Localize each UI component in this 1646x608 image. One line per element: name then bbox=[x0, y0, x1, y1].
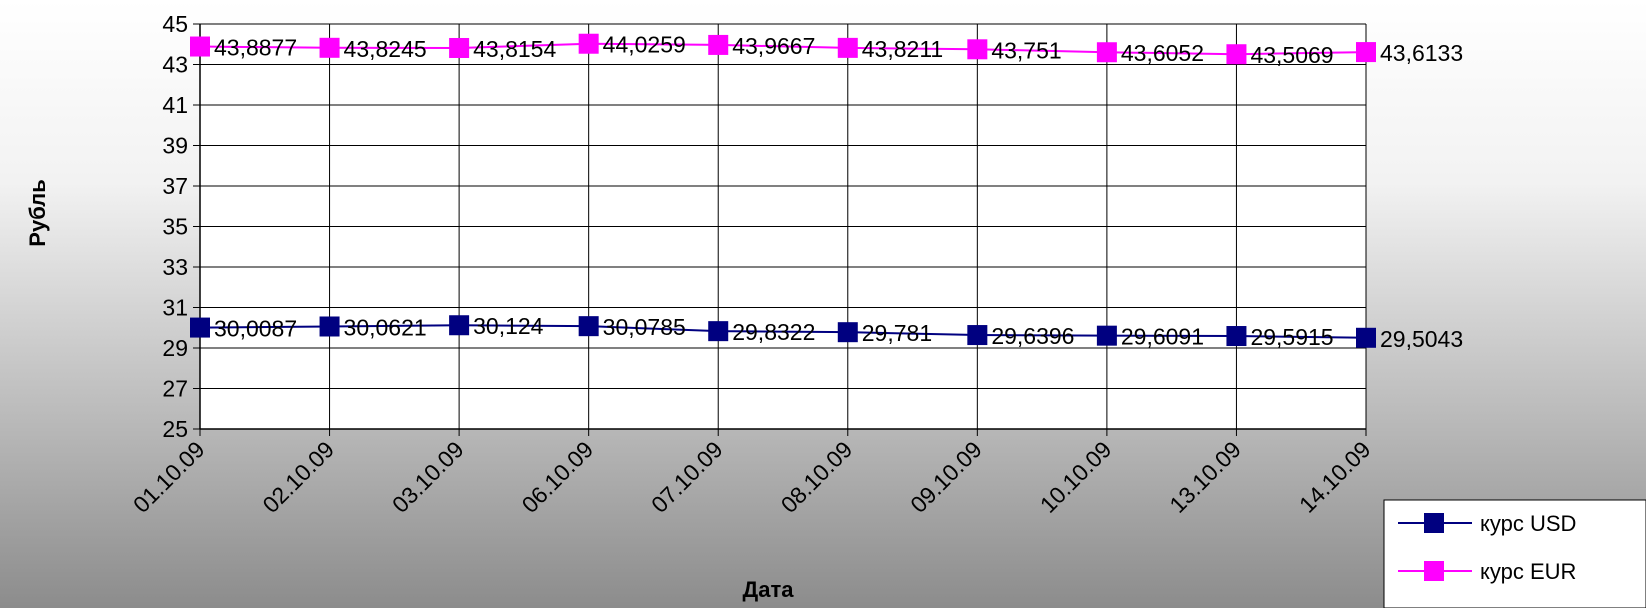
legend-usd-marker bbox=[1424, 513, 1444, 533]
data-label: 43,6052 bbox=[1121, 40, 1204, 66]
x-tick-label: 01.10.09 bbox=[128, 436, 210, 518]
x-tick-label: 02.10.09 bbox=[257, 436, 339, 518]
axes bbox=[193, 23, 1367, 436]
y-axis-title: Рубль bbox=[25, 179, 50, 246]
y-tick-label: 43 bbox=[162, 52, 188, 78]
data-point-marker bbox=[190, 36, 210, 57]
data-point-marker bbox=[1356, 42, 1376, 63]
data-point-marker bbox=[967, 39, 988, 60]
data-label: 30,124 bbox=[473, 313, 544, 339]
series-line-1 bbox=[199, 42, 1367, 56]
x-tick-label: 07.10.09 bbox=[646, 436, 728, 518]
data-label: 43,9667 bbox=[732, 33, 815, 59]
data-point-marker bbox=[967, 325, 988, 346]
legend-eur-label: курс EUR bbox=[1480, 559, 1576, 584]
y-tick-label: 27 bbox=[162, 376, 188, 402]
y-tick-label: 37 bbox=[162, 173, 188, 199]
data-label: 43,751 bbox=[991, 37, 1061, 63]
data-label: 43,8154 bbox=[473, 36, 556, 62]
data-label: 29,781 bbox=[862, 320, 932, 346]
data-point-marker bbox=[1096, 325, 1117, 346]
x-tick-label: 10.10.09 bbox=[1035, 436, 1117, 518]
legend: курс USD курс EUR bbox=[1383, 499, 1646, 608]
data-point-marker bbox=[1226, 44, 1247, 65]
data-label: 43,8877 bbox=[214, 35, 297, 61]
data-label: 43,8211 bbox=[862, 36, 943, 62]
data-point-marker bbox=[837, 322, 858, 343]
data-point-marker bbox=[190, 317, 210, 338]
data-point-marker bbox=[449, 37, 470, 58]
series-line-0 bbox=[199, 324, 1367, 339]
y-tick-labels: 25 27 29 31 33 35 37 39 41 43 45 bbox=[162, 11, 188, 442]
grid bbox=[199, 23, 1367, 430]
data-label: 29,6091 bbox=[1121, 324, 1204, 350]
data-label: 43,5069 bbox=[1250, 42, 1333, 68]
data-label: 29,8322 bbox=[732, 319, 815, 345]
x-tick-label: 09.10.09 bbox=[905, 436, 987, 518]
y-tick-label: 35 bbox=[162, 214, 188, 240]
data-point-marker bbox=[319, 316, 340, 337]
y-tick-label: 41 bbox=[162, 92, 188, 118]
y-tick-label: 45 bbox=[162, 11, 188, 37]
data-label: 29,6396 bbox=[991, 323, 1074, 349]
x-tick-labels: 01.10.09 02.10.09 03.10.09 06.10.09 07.10.09… bbox=[128, 436, 1376, 518]
x-tick-label: 13.10.09 bbox=[1164, 436, 1246, 518]
data-label: 43,8245 bbox=[344, 36, 427, 62]
data-label: 30,0785 bbox=[603, 314, 686, 340]
y-tick-label: 31 bbox=[162, 295, 188, 321]
series bbox=[190, 33, 1376, 348]
y-tick-label: 33 bbox=[162, 254, 188, 280]
x-axis-title: Дата bbox=[743, 577, 795, 602]
data-labels: 30,0087 30,0621 30,124 30,0785 29,8322 29,781… bbox=[214, 32, 1463, 352]
data-point-marker bbox=[449, 315, 470, 336]
x-tick-label: 08.10.09 bbox=[776, 436, 858, 518]
data-label: 30,0087 bbox=[214, 316, 297, 342]
data-label: 43,6133 bbox=[1380, 40, 1463, 66]
data-point-marker bbox=[1226, 326, 1247, 347]
data-point-marker bbox=[708, 321, 729, 342]
legend-eur-marker bbox=[1424, 561, 1444, 581]
legend-usd-label: курс USD bbox=[1480, 511, 1576, 536]
y-tick-label: 25 bbox=[162, 416, 188, 442]
data-label: 29,5043 bbox=[1380, 326, 1463, 352]
data-label: 44,0259 bbox=[603, 32, 686, 58]
x-tick-label: 06.10.09 bbox=[517, 436, 599, 518]
data-point-marker bbox=[1356, 327, 1376, 348]
data-label: 30,0621 bbox=[344, 314, 427, 340]
x-tick-label: 14.10.09 bbox=[1294, 436, 1376, 518]
y-tick-label: 29 bbox=[162, 335, 188, 361]
y-tick-label: 39 bbox=[162, 133, 188, 159]
x-tick-label: 03.10.09 bbox=[387, 436, 469, 518]
data-point-marker bbox=[578, 33, 599, 54]
data-label: 29,5915 bbox=[1250, 324, 1333, 350]
data-point-marker bbox=[578, 316, 599, 337]
data-point-marker bbox=[319, 37, 340, 58]
data-point-marker bbox=[837, 37, 858, 58]
data-point-marker bbox=[1096, 42, 1117, 63]
data-point-marker bbox=[708, 34, 729, 55]
